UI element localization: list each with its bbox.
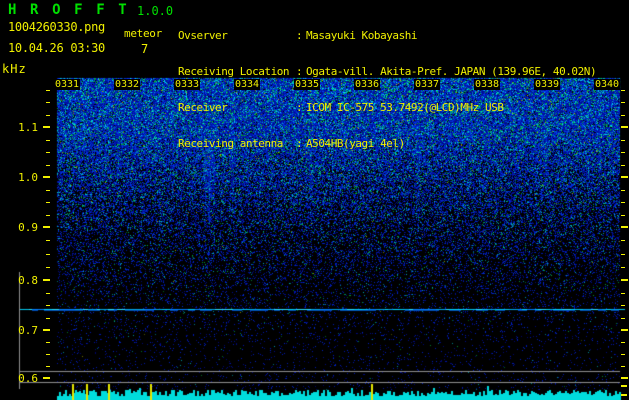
x-tick-time-label: 0334: [234, 79, 261, 90]
axis-tick: [621, 165, 625, 166]
info-label: Receiving Location: [178, 65, 290, 78]
observation-mode: meteor: [124, 27, 162, 40]
axis-tick: [621, 152, 625, 153]
axis-tick: [621, 342, 625, 343]
axis-tick: [621, 202, 625, 203]
axis-tick: [46, 140, 50, 141]
axis-tick: [621, 176, 628, 178]
x-tick-time-label: 0335: [294, 79, 321, 90]
axis-tick: [621, 318, 625, 319]
axis-tick: [46, 267, 50, 268]
x-tick-time-label: 0340: [594, 79, 621, 90]
axis-tick: [621, 293, 625, 294]
info-separator: :: [296, 137, 303, 150]
axis-tick: [621, 240, 625, 241]
info-value: ICOM IC-575 53.7492(@LCD)MHz USB: [306, 101, 504, 114]
axis-tick: [621, 126, 628, 128]
y-tick-label: 1.1: [18, 121, 38, 134]
info-label: Receiving antenna: [178, 137, 283, 150]
axis-tick: [46, 293, 50, 294]
info-separator: :: [296, 101, 303, 114]
observation-datetime: 10.04.26 03:30: [8, 41, 105, 55]
info-label: Ovserver: [178, 29, 228, 42]
axis-tick: [621, 190, 625, 191]
y-axis-unit-label: kHz: [2, 62, 27, 76]
x-tick-time-label: 0331: [54, 79, 81, 90]
axis-tick: [46, 202, 50, 203]
axis-tick: [46, 115, 50, 116]
info-row-receiver: Receiver : ICOM IC-575 53.7492(@LCD)MHz …: [178, 102, 596, 114]
x-tick-time-label: 0337: [414, 79, 441, 90]
axis-tick: [621, 254, 625, 255]
axis-tick: [46, 90, 50, 91]
axis-tick: [43, 329, 50, 331]
x-tick-time-label: 0336: [354, 79, 381, 90]
axis-tick: [621, 354, 625, 355]
axis-tick: [46, 165, 50, 166]
info-value: A504HB(yagi 4el): [306, 137, 405, 150]
info-separator: :: [296, 65, 303, 78]
axis-tick: [621, 102, 625, 103]
axis-tick: [46, 354, 50, 355]
y-tick-label: 0.7: [18, 324, 38, 337]
axis-tick: [621, 226, 628, 228]
y-tick-label: 1.0: [18, 171, 38, 184]
axis-tick: [46, 215, 50, 216]
meteor-count: 7: [141, 42, 148, 56]
y-tick-label: 0.9: [18, 221, 38, 234]
axis-tick: [621, 385, 627, 387]
axis-tick: [46, 305, 50, 306]
axis-tick: [621, 215, 625, 216]
axis-tick: [46, 102, 50, 103]
output-filename: 1004260330.png: [8, 20, 105, 34]
app-title: H R O F F T: [8, 2, 130, 18]
axis-tick: [46, 240, 50, 241]
info-value: Masayuki Kobayashi: [306, 29, 418, 42]
info-row-location: Receiving Location : Ogata-vill. Akita-P…: [178, 65, 597, 78]
x-tick-time-label: 0338: [474, 79, 501, 90]
axis-tick: [43, 226, 50, 228]
axis-tick: [621, 394, 627, 396]
axis-tick: [43, 126, 50, 128]
x-tick-time-label: 0333: [174, 79, 201, 90]
axis-tick: [46, 152, 50, 153]
axis-tick: [46, 254, 50, 255]
x-tick-time-label: 0332: [114, 79, 141, 90]
info-label: Receiver: [178, 101, 228, 114]
axis-tick: [46, 318, 50, 319]
axis-tick: [621, 115, 625, 116]
axis-tick: [621, 377, 628, 379]
station-info: Ovserver : Masayuki Kobayashi Receiving …: [178, 6, 597, 174]
axis-tick: [621, 329, 628, 331]
y-tick-label: 0.8: [18, 274, 38, 287]
info-value: Ogata-vill. Akita-Pref. JAPAN (139.96E, …: [306, 65, 597, 78]
axis-tick: [46, 366, 50, 367]
info-separator: :: [296, 29, 303, 42]
axis-tick: [46, 342, 50, 343]
axis-tick: [621, 267, 625, 268]
axis-tick: [621, 305, 625, 306]
info-row-observer: Ovserver : Masayuki Kobayashi: [178, 30, 596, 42]
axis-tick: [621, 366, 625, 367]
axis-tick: [621, 90, 625, 91]
axis-tick: [43, 279, 50, 281]
axis-tick: [43, 176, 50, 178]
y-tick-label: 0.6: [18, 372, 38, 385]
info-row-antenna: Receiving antenna : A504HB(yagi 4el): [178, 138, 596, 150]
axis-tick: [621, 279, 628, 281]
axis-tick: [46, 190, 50, 191]
axis-tick: [43, 377, 50, 379]
x-tick-time-label: 0339: [534, 79, 561, 90]
axis-tick: [621, 140, 625, 141]
app-version: 1.0.0: [137, 4, 174, 18]
